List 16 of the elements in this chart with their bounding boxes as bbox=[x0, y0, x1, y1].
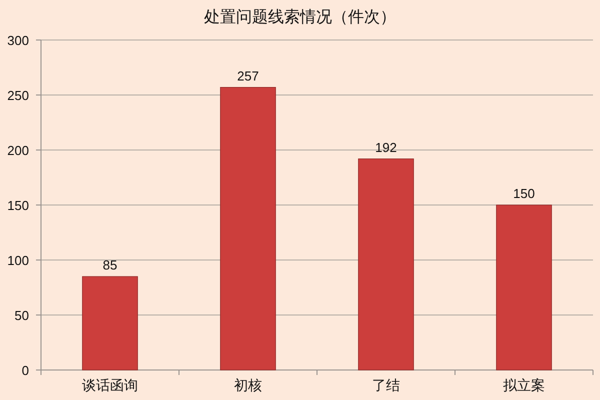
x-tick-label: 拟立案 bbox=[503, 377, 545, 393]
y-tick-label: 200 bbox=[7, 143, 29, 158]
x-tick-label: 初核 bbox=[234, 377, 262, 393]
data-label: 85 bbox=[102, 258, 118, 272]
data-label: 257 bbox=[237, 68, 259, 84]
y-tick-label: 300 bbox=[7, 33, 29, 48]
y-tick-label: 250 bbox=[7, 88, 29, 103]
y-tick-label: 0 bbox=[22, 363, 29, 378]
y-tick-label: 150 bbox=[7, 198, 29, 213]
x-tick-label: 谈话函询 bbox=[82, 377, 138, 393]
y-tick-label: 50 bbox=[14, 308, 29, 323]
data-label: 192 bbox=[375, 140, 397, 155]
x-tick-label: 了结 bbox=[372, 377, 400, 393]
title: 处置问题线索情况（件次） bbox=[204, 7, 396, 26]
data-label: 150 bbox=[513, 186, 535, 201]
y-tick-label: 100 bbox=[7, 253, 29, 268]
